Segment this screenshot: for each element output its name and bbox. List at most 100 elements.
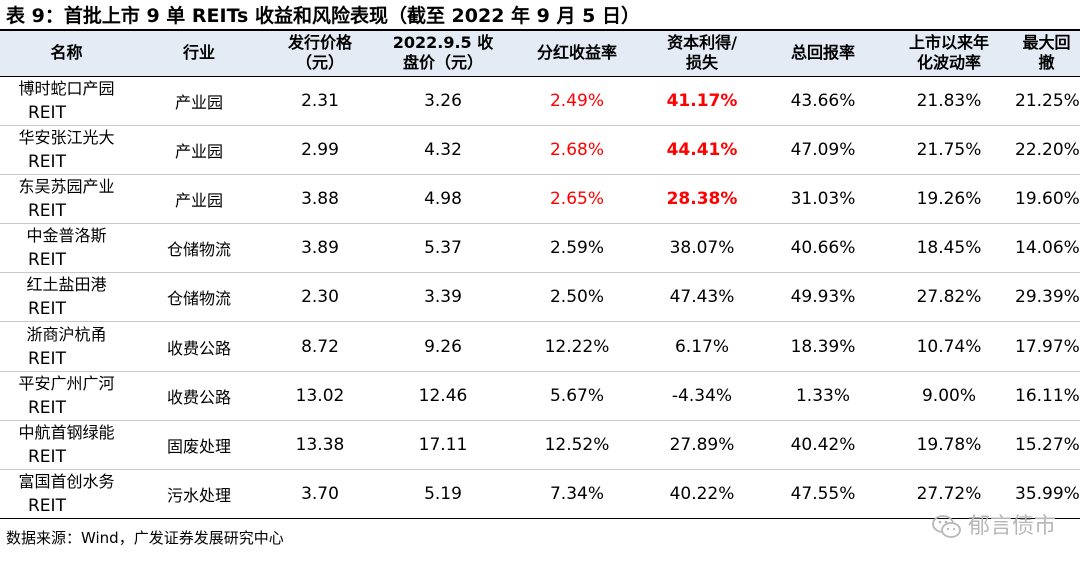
cell-max-drawdown: 29.39% <box>1013 272 1080 323</box>
column-header-line1: 行业 <box>182 43 215 63</box>
cell-capital-gain: 6.17% <box>643 321 761 372</box>
table-title: 表 9：首批上市 9 单 REITs 收益和风险表现（截至 2022 年 9 月… <box>6 5 640 27</box>
column-header-volatility: 上市以来年 化波动率 <box>885 31 1013 77</box>
cell-dividend-yield: 2.68% <box>511 125 643 175</box>
column-header-total-return: 总回报率 <box>761 31 885 77</box>
watermark-text: 郁言债市 <box>967 514 1056 539</box>
cell-max-drawdown: 21.25% <box>1013 76 1080 126</box>
cell-name: 博时蛇口产园 REIT <box>0 76 133 126</box>
cell-dividend-yield: 7.34% <box>511 469 643 520</box>
cell-name: 中金普洛斯 REIT <box>0 223 133 274</box>
reit-suffix: REIT <box>28 496 66 517</box>
column-header-close-price: 2022.9.5 收盘价（元） <box>375 31 511 77</box>
cell-issue-price: 3.89 <box>265 223 375 274</box>
cell-capital-gain: 27.89% <box>643 420 761 471</box>
reit-suffix: REIT <box>28 348 66 369</box>
cell-close-price: 3.26 <box>375 76 511 126</box>
cell-close-price: 12.46 <box>375 371 511 421</box>
cell-volatility: 9.00% <box>885 371 1013 421</box>
table-row: 浙商沪杭甬 REIT 收费公路 8.72 9.26 12.22% 6.17% 18.39% 10… <box>0 321 1080 372</box>
cell-volatility: 10.74% <box>885 321 1013 372</box>
column-header-dividend-yield: 分红收益率 <box>511 31 643 77</box>
table-header-row: 名称 行业 发行价格 （元） 2022.9.5 收盘价（元） 分红收益率 资本利得/损失 总回… <box>0 31 1080 77</box>
reit-name: 东吴苏园产业 <box>18 176 115 196</box>
reit-name: 中航首钢绿能 <box>18 422 115 442</box>
cell-name: 中航首钢绿能 REIT <box>0 420 133 471</box>
column-header-sector: 行业 <box>133 31 265 77</box>
cell-total-return: 40.66% <box>761 223 885 274</box>
cell-total-return: 40.42% <box>761 420 885 471</box>
cell-volatility: 19.26% <box>885 174 1013 225</box>
cell-close-price: 5.19 <box>375 469 511 520</box>
cell-volatility: 21.75% <box>885 125 1013 175</box>
cell-dividend-yield: 12.22% <box>511 321 643 372</box>
cell-issue-price: 13.38 <box>265 420 375 471</box>
column-header-line1: 名称 <box>50 43 83 63</box>
column-header-capital-gain: 资本利得/损失 <box>643 31 761 77</box>
table-row: 平安广州广河 REIT 收费公路 13.02 12.46 5.67% -4.34% 1.33%… <box>0 371 1080 421</box>
reit-name: 富国首创水务 <box>18 472 115 492</box>
cell-dividend-yield: 2.50% <box>511 272 643 323</box>
cell-volatility: 18.45% <box>885 223 1013 274</box>
cell-dividend-yield: 12.52% <box>511 420 643 471</box>
column-header-line2: 损失 <box>685 53 718 73</box>
cell-close-price: 4.32 <box>375 125 511 175</box>
cell-max-drawdown: 15.27% <box>1013 420 1080 471</box>
cell-capital-gain: 44.41% <box>643 125 761 175</box>
cell-capital-gain: 41.17% <box>643 76 761 126</box>
column-header-line1: 最大回撤 <box>1022 33 1071 73</box>
table-row: 东吴苏园产业 REIT 产业园 3.88 4.98 2.65% 28.38% 31.03% 19… <box>0 174 1080 225</box>
cell-max-drawdown: 17.97% <box>1013 321 1080 372</box>
column-header-line1: 上市以来年 <box>908 33 989 53</box>
cell-max-drawdown: 35.99% <box>1013 469 1080 520</box>
cell-volatility: 27.82% <box>885 272 1013 323</box>
reit-suffix: REIT <box>28 299 66 320</box>
cell-sector: 污水处理 <box>133 469 265 520</box>
reit-suffix: REIT <box>28 250 66 271</box>
column-header-line2: （元） <box>295 53 344 73</box>
cell-issue-price: 8.72 <box>265 321 375 372</box>
reit-name: 平安广州广河 <box>18 373 115 393</box>
reits-table: 名称 行业 发行价格 （元） 2022.9.5 收盘价（元） 分红收益率 资本利得/损失 总回… <box>0 31 1080 520</box>
cell-volatility: 21.83% <box>885 76 1013 126</box>
cell-volatility: 19.78% <box>885 420 1013 471</box>
cell-capital-gain: -4.34% <box>643 371 761 421</box>
cell-total-return: 49.93% <box>761 272 885 323</box>
cell-sector: 仓储物流 <box>133 223 265 274</box>
reit-name: 华安张江光大 <box>18 127 115 147</box>
table-row: 中金普洛斯 REIT 仓储物流 3.89 5.37 2.59% 38.07% 40.66% 18… <box>0 223 1080 274</box>
table-row: 博时蛇口产园 REIT 产业园 2.31 3.26 2.49% 41.17% 43.66% 21… <box>0 76 1080 126</box>
cell-dividend-yield: 5.67% <box>511 371 643 421</box>
cell-total-return: 47.09% <box>761 125 885 175</box>
table-row: 华安张江光大 REIT 产业园 2.99 4.32 2.68% 44.41% 47.09% 21… <box>0 125 1080 175</box>
cell-issue-price: 3.70 <box>265 469 375 520</box>
reit-suffix: REIT <box>28 446 66 467</box>
cell-name: 浙商沪杭甬 REIT <box>0 321 133 372</box>
cell-max-drawdown: 14.06% <box>1013 223 1080 274</box>
table-row: 富国首创水务 REIT 污水处理 3.70 5.19 7.34% 40.22% 47.55% 2… <box>0 469 1080 520</box>
cell-issue-price: 2.30 <box>265 272 375 323</box>
column-header-line1: 2022.9.5 收 <box>392 33 494 53</box>
cell-issue-price: 3.88 <box>265 174 375 225</box>
cell-issue-price: 2.31 <box>265 76 375 126</box>
cell-sector: 产业园 <box>133 174 265 225</box>
cell-total-return: 43.66% <box>761 76 885 126</box>
cell-name: 平安广州广河 REIT <box>0 371 133 421</box>
cell-max-drawdown: 19.60% <box>1013 174 1080 225</box>
column-header-issue-price: 发行价格 （元） <box>265 31 375 77</box>
cell-capital-gain: 40.22% <box>643 469 761 520</box>
cell-total-return: 47.55% <box>761 469 885 520</box>
cell-sector: 产业园 <box>133 76 265 126</box>
column-header-line1: 总回报率 <box>790 43 855 63</box>
column-header-line2: 化波动率 <box>916 53 981 73</box>
cell-capital-gain: 47.43% <box>643 272 761 323</box>
cell-close-price: 4.98 <box>375 174 511 225</box>
reit-suffix: REIT <box>28 151 66 172</box>
column-header-line2: 盘价（元） <box>402 53 483 73</box>
watermark: 郁言债市 <box>932 510 1056 544</box>
reit-suffix: REIT <box>28 200 66 221</box>
column-header-max-drawdown: 最大回撤 <box>1013 31 1080 77</box>
reit-name: 红土盐田港 <box>26 275 107 295</box>
cell-total-return: 1.33% <box>761 371 885 421</box>
cell-sector: 产业园 <box>133 125 265 175</box>
